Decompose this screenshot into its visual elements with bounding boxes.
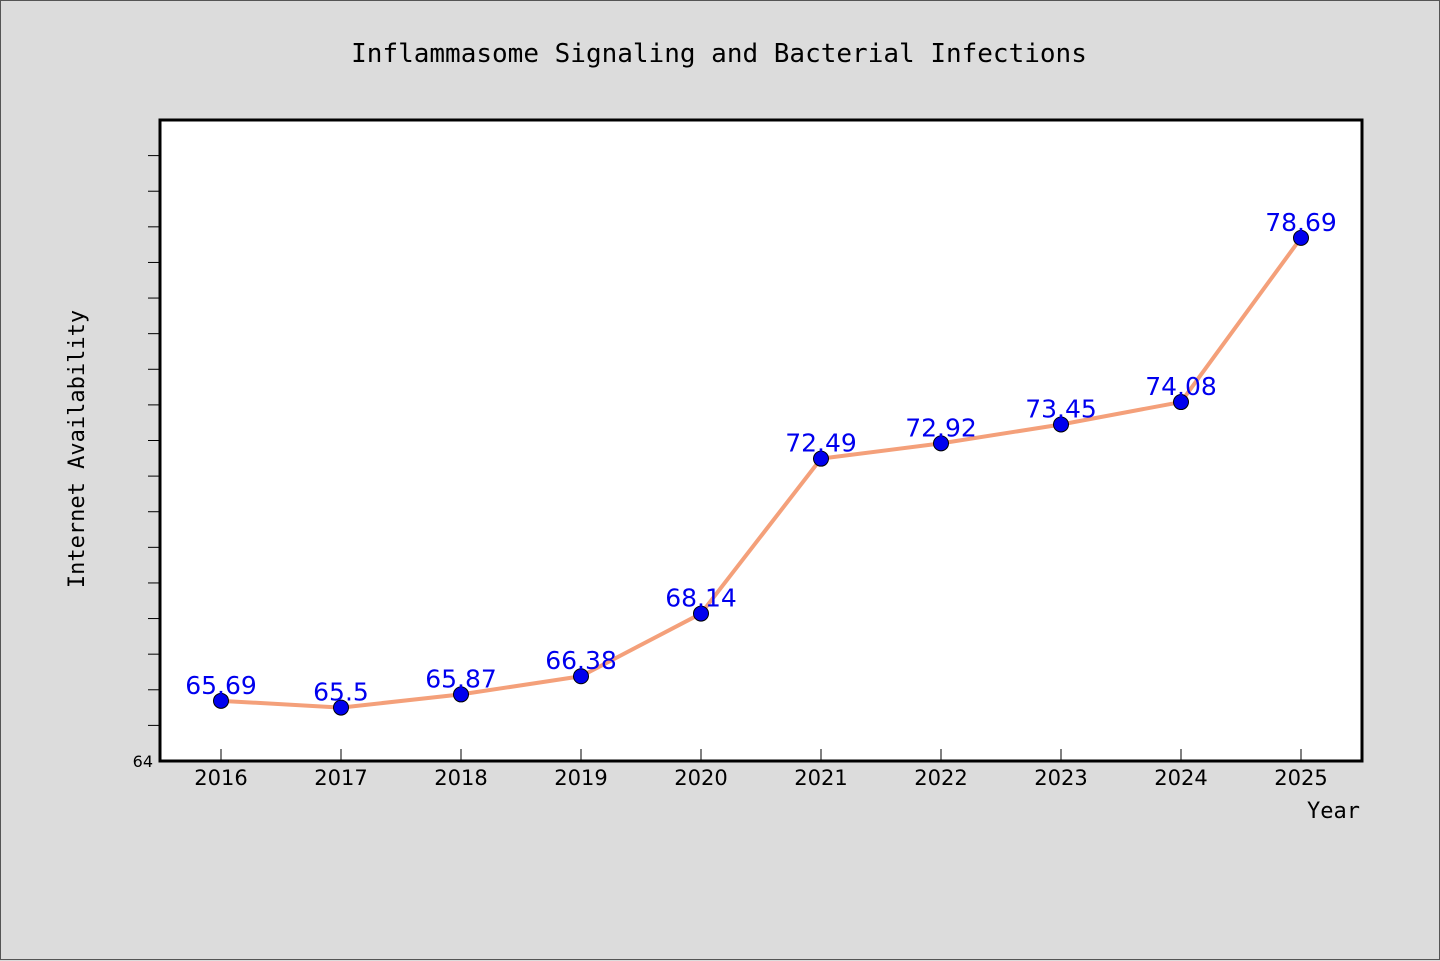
chart-title: Inflammasome Signaling and Bacterial Inf… <box>351 39 1087 69</box>
data-point <box>1293 229 1309 246</box>
data-point <box>573 668 589 685</box>
x-tick-label: 2016 <box>194 766 247 790</box>
x-tick-label: 2024 <box>1154 766 1207 790</box>
x-tick-label: 2018 <box>434 766 487 790</box>
data-label: 65.87 <box>425 664 497 693</box>
data-label: 73.45 <box>1025 394 1097 423</box>
y-axis: 64 <box>133 155 160 771</box>
data-label: 74.08 <box>1145 372 1217 401</box>
x-axis: 2016 2017 2018 2019 2020 2021 2022 2023 2024 2025 <box>194 749 1328 790</box>
data-point <box>813 450 829 467</box>
x-tick-label: 2019 <box>554 766 607 790</box>
x-tick-label: 2025 <box>1274 766 1327 790</box>
data-label: 65.5 <box>313 678 369 707</box>
data-point <box>693 605 709 622</box>
x-tick-label: 2021 <box>794 766 847 790</box>
data-label: 68.14 <box>665 584 737 613</box>
y-tick-label: 64 <box>133 752 153 771</box>
data-label: 72.49 <box>785 429 857 458</box>
data-point <box>1173 394 1189 411</box>
x-axis-title: Year <box>1307 799 1360 824</box>
data-labels-group: 65.69 65.5 65.87 66.38 68.14 72.49 72.92 73.45 7… <box>185 208 1337 707</box>
data-point <box>453 686 469 703</box>
data-label: 65.69 <box>185 671 257 700</box>
data-point <box>213 692 229 709</box>
data-label: 66.38 <box>545 646 617 675</box>
plot-area <box>158 118 1364 763</box>
data-point <box>933 435 949 452</box>
series-line-group <box>220 236 1303 710</box>
x-tick-label: 2017 <box>314 766 367 790</box>
x-tick-label: 2023 <box>1034 766 1087 790</box>
series-line <box>220 236 1303 710</box>
x-tick-label: 2022 <box>914 766 967 790</box>
y-axis-title: Internet Availability <box>65 310 90 588</box>
x-tick-label: 2020 <box>674 766 727 790</box>
data-point <box>333 699 349 716</box>
data-point <box>1053 416 1069 433</box>
markers-group <box>213 229 1309 716</box>
data-label: 72.92 <box>905 413 977 442</box>
data-label: 78.69 <box>1265 208 1337 237</box>
